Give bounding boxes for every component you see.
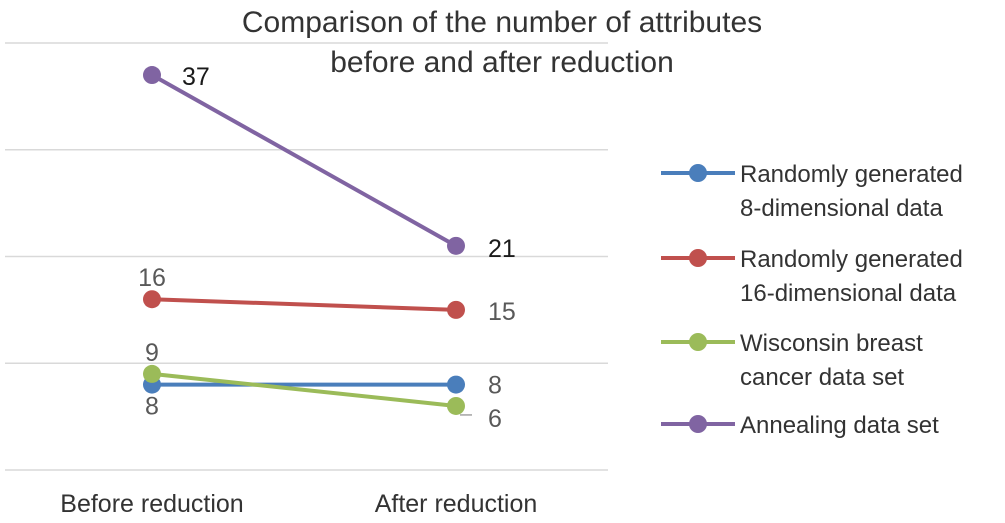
series-line: [150, 371, 458, 408]
data-point: [447, 236, 465, 255]
legend-label: cancer data set: [740, 364, 904, 391]
series-line: [150, 73, 458, 248]
legend-label: 8-dimensional data: [740, 195, 943, 222]
series-points: [143, 66, 465, 415]
legend-marker: [689, 415, 707, 433]
data-label: 6: [488, 405, 502, 433]
legend: Randomly generated 8-dimensional data Rand…: [661, 161, 963, 439]
data-point: [143, 66, 161, 85]
data-point: [447, 375, 465, 394]
data-point: [143, 290, 161, 309]
legend-label: Randomly generated: [740, 161, 963, 188]
data-point: [447, 300, 465, 319]
data-point: [143, 364, 161, 383]
data-label: 15: [488, 298, 516, 326]
data-label: 8: [488, 372, 502, 400]
legend-marker: [689, 249, 707, 267]
gridlines: [5, 42, 608, 471]
data-labels: 8 8 16 15 9 6 37 21: [138, 63, 516, 433]
x-tick-label: After reduction: [375, 490, 538, 518]
data-label: 21: [488, 235, 516, 263]
legend-label: Randomly generated: [740, 246, 963, 273]
legend-label: Annealing data set: [740, 412, 939, 439]
legend-marker: [689, 164, 707, 182]
chart-title-line-1: Comparison of the number of attributes: [242, 6, 762, 39]
chart-title-line-2: before and after reduction: [330, 46, 674, 79]
legend-label: Wisconsin breast: [740, 330, 923, 357]
data-point: [447, 396, 465, 415]
data-label: 16: [138, 264, 166, 292]
data-label: 8: [145, 393, 159, 421]
x-tick-label: Before reduction: [60, 490, 243, 518]
legend-label: 16-dimensional data: [740, 280, 957, 307]
series-lines: [150, 73, 458, 408]
data-label: 37: [182, 63, 210, 91]
x-axis-tick-labels: Before reduction After reduction: [60, 490, 537, 518]
series-line: [150, 297, 458, 312]
data-label: 9: [145, 339, 159, 367]
legend-marker: [689, 333, 707, 351]
